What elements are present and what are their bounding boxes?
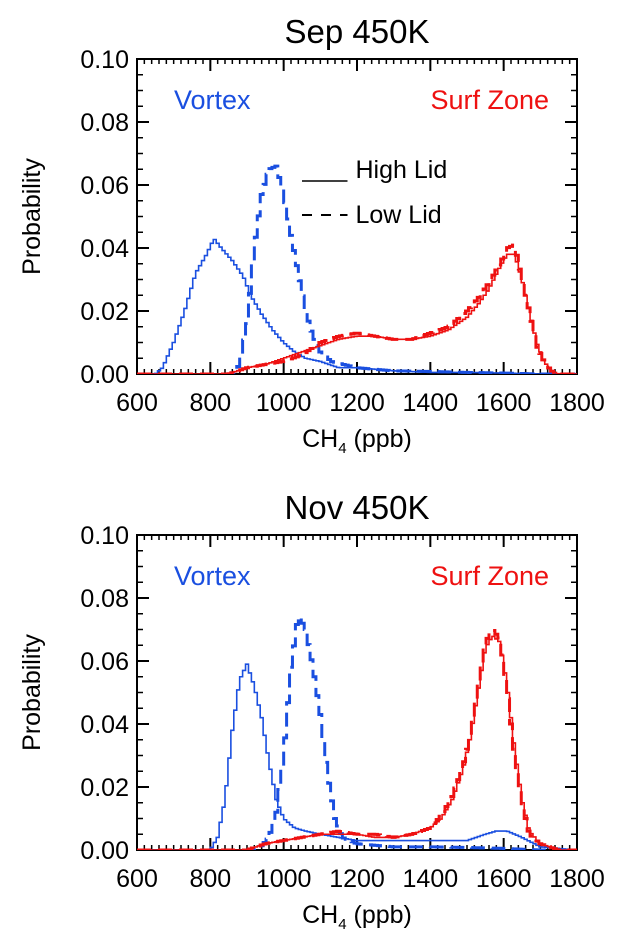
chart-panel-2: Nov 450K 0.00 0.02 0.04 0.06 0.08 0.10 600 800 10… bbox=[18, 489, 605, 933]
x-tick-label: 1200 bbox=[329, 865, 385, 893]
annotation-vortex: Vortex bbox=[174, 561, 251, 591]
x-tick-label: 600 bbox=[116, 389, 158, 417]
y-tick-label: 0.00 bbox=[80, 361, 129, 389]
x-tick-label: 1800 bbox=[549, 865, 605, 893]
annotation-surf-zone: Surf Zone bbox=[430, 85, 549, 115]
y-tick-label: 0.02 bbox=[80, 298, 129, 326]
x-tick-label: 1200 bbox=[329, 389, 385, 417]
y-tick-label: 0.06 bbox=[80, 648, 129, 676]
y-tick-label: 0.00 bbox=[80, 837, 129, 865]
series-vortex-dashed bbox=[137, 615, 577, 850]
series-group bbox=[137, 164, 577, 374]
x-tick-label: 600 bbox=[116, 865, 158, 893]
x-tick-label: 800 bbox=[189, 865, 231, 893]
y-axis-label: Probability bbox=[18, 634, 46, 751]
x-axis-label: CH4 (ppb) bbox=[302, 425, 412, 457]
x-tick-label: 800 bbox=[189, 389, 231, 417]
annotation-surf-zone: Surf Zone bbox=[430, 561, 549, 591]
series-group bbox=[137, 615, 577, 850]
y-axis-label: Probability bbox=[18, 158, 46, 275]
y-tick-label: 0.08 bbox=[80, 585, 129, 613]
x-tick-label: 1600 bbox=[476, 389, 532, 417]
series-vortex-solid bbox=[137, 663, 577, 850]
y-tick-label: 0.10 bbox=[80, 46, 129, 74]
y-tick-label: 0.06 bbox=[80, 172, 129, 200]
y-tick-label: 0.02 bbox=[80, 774, 129, 802]
chart-panel-1: Sep 450K 0.00 0.02 0.04 0.06 0.08 0.10 600 800 10… bbox=[18, 13, 605, 457]
series-surf-solid bbox=[137, 253, 577, 374]
y-tick-label: 0.04 bbox=[80, 711, 129, 739]
chart-title: Nov 450K bbox=[285, 489, 430, 526]
series-surf-dashed bbox=[137, 243, 577, 374]
legend-dashed-label: Low Lid bbox=[356, 201, 442, 229]
x-tick-label: 1800 bbox=[549, 389, 605, 417]
annotation-vortex: Vortex bbox=[174, 85, 251, 115]
x-tick-label: 1600 bbox=[476, 865, 532, 893]
series-vortex-dashed bbox=[137, 164, 577, 374]
y-tick-label: 0.04 bbox=[80, 235, 129, 263]
x-tick-label: 1000 bbox=[256, 865, 312, 893]
x-tick-label: 1400 bbox=[403, 389, 459, 417]
legend-solid-label: High Lid bbox=[356, 156, 448, 184]
series-vortex-solid bbox=[137, 238, 577, 374]
x-axis-label: CH4 (ppb) bbox=[302, 901, 412, 933]
x-tick-label: 1400 bbox=[403, 865, 459, 893]
y-tick-label: 0.10 bbox=[80, 522, 129, 550]
series-surf-dashed bbox=[137, 628, 577, 850]
x-tick-label: 1000 bbox=[256, 389, 312, 417]
chart-title: Sep 450K bbox=[285, 13, 430, 50]
y-tick-label: 0.08 bbox=[80, 109, 129, 137]
